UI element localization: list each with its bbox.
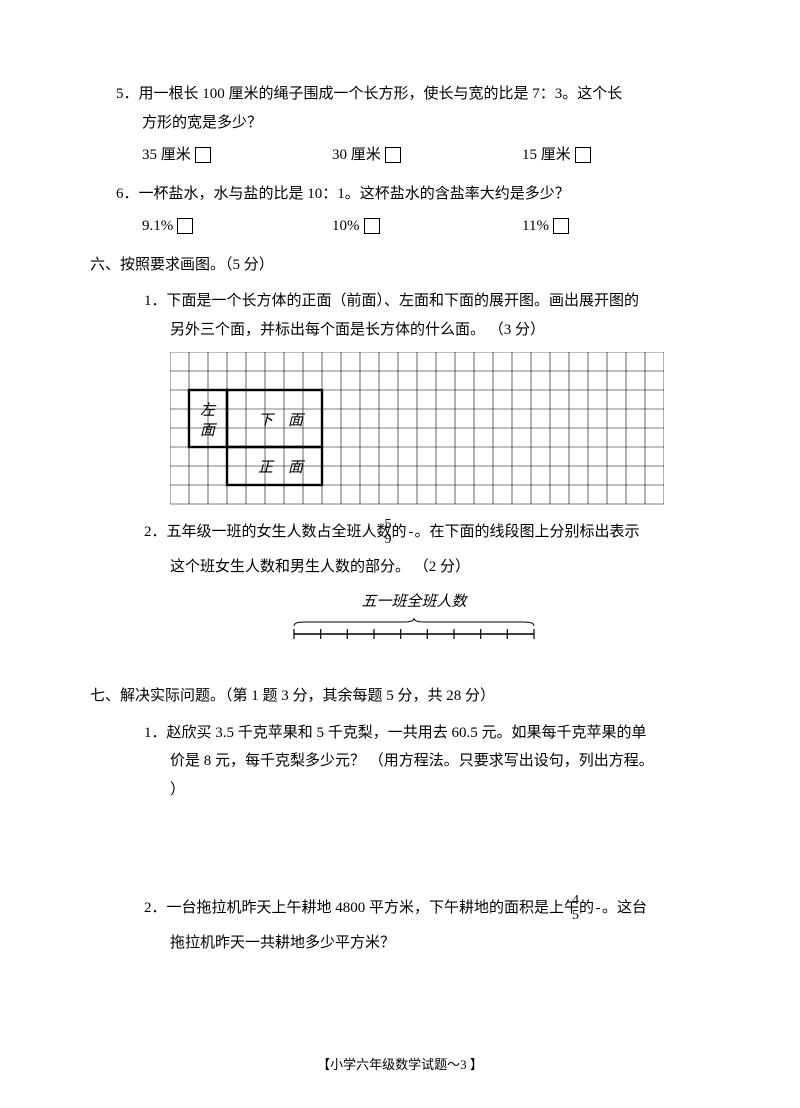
sec7-q2-line1: 2．一台拖拉机昨天上午耕地 4800 平方米，下午耕地的面积是上午的45。这台 bbox=[118, 894, 710, 923]
sec6-q2-line2: 这个班女生人数和男生人数的部分。 （2 分） bbox=[118, 553, 710, 582]
checkbox[interactable] bbox=[195, 147, 211, 163]
section-7-title: 七、解决实际问题。（第 1 题 3 分，其余每题 5 分，共 28 分） bbox=[90, 682, 710, 711]
segment-svg bbox=[284, 616, 544, 642]
sec6-q1-t1: 下面是一个长方体的正面（前面）、左面和下面的展开图。画出展开图的 bbox=[167, 293, 640, 309]
checkbox[interactable] bbox=[553, 218, 569, 234]
sec6-q1-line2: 另外三个面，并标出每个面是长方体的什么面。 （3 分） bbox=[118, 316, 710, 345]
sec7-q2: 2．一台拖拉机昨天上午耕地 4800 平方米，下午耕地的面积是上午的45。这台 … bbox=[90, 894, 710, 958]
checkbox[interactable] bbox=[364, 218, 380, 234]
q5-opt-c-label: 15 厘米 bbox=[522, 141, 571, 170]
segment-diagram: 五一班全班人数 bbox=[118, 588, 710, 643]
fraction-5-9: 59 bbox=[409, 518, 413, 547]
q6-line1: 6．一杯盐水，水与盐的比是 10：1。这杯盐水的含盐率大约是多少？ bbox=[90, 180, 710, 209]
question-5: 5．用一根长 100 厘米的绳子围成一个长方形，使长与宽的比是 7：3。这个长 … bbox=[90, 80, 710, 170]
q6-opt-b-label: 10% bbox=[332, 212, 360, 241]
q5-options: 35 厘米 30 厘米 15 厘米 bbox=[90, 141, 710, 170]
sec6-q2-num: 2． bbox=[144, 524, 167, 540]
grid-svg: 左 面 下 面 正 面 bbox=[170, 352, 664, 506]
checkbox[interactable] bbox=[575, 147, 591, 163]
q5-line1: 5．用一根长 100 厘米的绳子围成一个长方形，使长与宽的比是 7：3。这个长 bbox=[90, 80, 710, 109]
section-6-title: 六、按照要求画图。（5 分） bbox=[90, 251, 710, 280]
q5-opt-b-label: 30 厘米 bbox=[332, 141, 381, 170]
frac-d2: 5 bbox=[596, 909, 600, 923]
q5-opt-a: 35 厘米 bbox=[142, 141, 332, 170]
sec7-q1-num: 1． bbox=[144, 725, 167, 741]
sec6-q1: 1．下面是一个长方体的正面（前面）、左面和下面的展开图。画出展开图的 另外三个面… bbox=[90, 287, 710, 506]
sec7-q2-num: 2． bbox=[144, 900, 167, 916]
sec7-q1-t1: 赵欣买 3.5 千克苹果和 5 千克梨，一共用去 60.5 元。如果每千克苹果的… bbox=[167, 725, 647, 741]
sec6-q2-line1: 2．五年级一班的女生人数占全班人数的59。在下面的线段图上分别标出表示 bbox=[118, 518, 710, 547]
frac-d: 9 bbox=[409, 533, 413, 547]
label-bot1: 下 bbox=[258, 413, 276, 429]
net-diagram: 左 面 下 面 正 面 bbox=[118, 352, 710, 506]
sec7-q1-line2: 价是 8 元，每千克梨多少元？ （用方程法。只要求写出设句，列出方程。 bbox=[118, 747, 710, 776]
sec6-q1-num: 1． bbox=[144, 293, 167, 309]
q5-opt-a-label: 35 厘米 bbox=[142, 141, 191, 170]
sec6-q1-line1: 1．下面是一个长方体的正面（前面）、左面和下面的展开图。画出展开图的 bbox=[118, 287, 710, 316]
question-6: 6．一杯盐水，水与盐的比是 10：1。这杯盐水的含盐率大约是多少？ 9.1% 1… bbox=[90, 180, 710, 241]
q6-opt-a: 9.1% bbox=[142, 212, 332, 241]
sec7-q2-t1b: 。这台 bbox=[602, 900, 647, 916]
q5-num: 5． bbox=[116, 86, 139, 102]
sec7-q2-t1a: 一台拖拉机昨天上午耕地 4800 平方米，下午耕地的面积是上午的 bbox=[167, 900, 595, 916]
q6-num: 6． bbox=[116, 186, 139, 202]
q5-line2: 方形的宽是多少？ bbox=[90, 109, 710, 138]
q6-text1: 一杯盐水，水与盐的比是 10：1。这杯盐水的含盐率大约是多少？ bbox=[139, 186, 570, 202]
q5-opt-b: 30 厘米 bbox=[332, 141, 522, 170]
q6-opt-c-label: 11% bbox=[522, 212, 549, 241]
checkbox[interactable] bbox=[177, 218, 193, 234]
label-left1: 左 bbox=[200, 402, 217, 419]
sec6-q2-t1b: 。在下面的线段图上分别标出表示 bbox=[415, 524, 640, 540]
checkbox[interactable] bbox=[385, 147, 401, 163]
sec7-q1: 1．赵欣买 3.5 千克苹果和 5 千克梨，一共用去 60.5 元。如果每千克苹… bbox=[90, 719, 710, 805]
sec7-q1-line1: 1．赵欣买 3.5 千克苹果和 5 千克梨，一共用去 60.5 元。如果每千克苹… bbox=[118, 719, 710, 748]
q6-options: 9.1% 10% 11% bbox=[90, 212, 710, 241]
q5-opt-c: 15 厘米 bbox=[522, 141, 591, 170]
q6-opt-a-label: 9.1% bbox=[142, 212, 173, 241]
sec6-q2-t1a: 五年级一班的女生人数占全班人数的 bbox=[167, 524, 407, 540]
frac-n: 5 bbox=[409, 518, 413, 533]
sec6-q2: 2．五年级一班的女生人数占全班人数的59。在下面的线段图上分别标出表示 这个班女… bbox=[90, 518, 710, 642]
label-fr1: 正 bbox=[258, 460, 275, 476]
sec7-q1-line3: ） bbox=[118, 776, 710, 805]
frac-n2: 4 bbox=[596, 894, 600, 909]
q5-text1: 用一根长 100 厘米的绳子围成一个长方形，使长与宽的比是 7：3。这个长 bbox=[139, 86, 623, 102]
label-left2: 面 bbox=[200, 423, 218, 439]
sec7-q2-line2: 拖拉机昨天一共耕地多少平方米？ bbox=[118, 929, 710, 958]
fraction-4-5: 45 bbox=[596, 894, 600, 923]
segment-label: 五一班全班人数 bbox=[118, 588, 710, 617]
q6-opt-c: 11% bbox=[522, 212, 569, 241]
q6-opt-b: 10% bbox=[332, 212, 522, 241]
page-footer: 【小学六年级数学试题～3 】 bbox=[0, 1053, 800, 1078]
